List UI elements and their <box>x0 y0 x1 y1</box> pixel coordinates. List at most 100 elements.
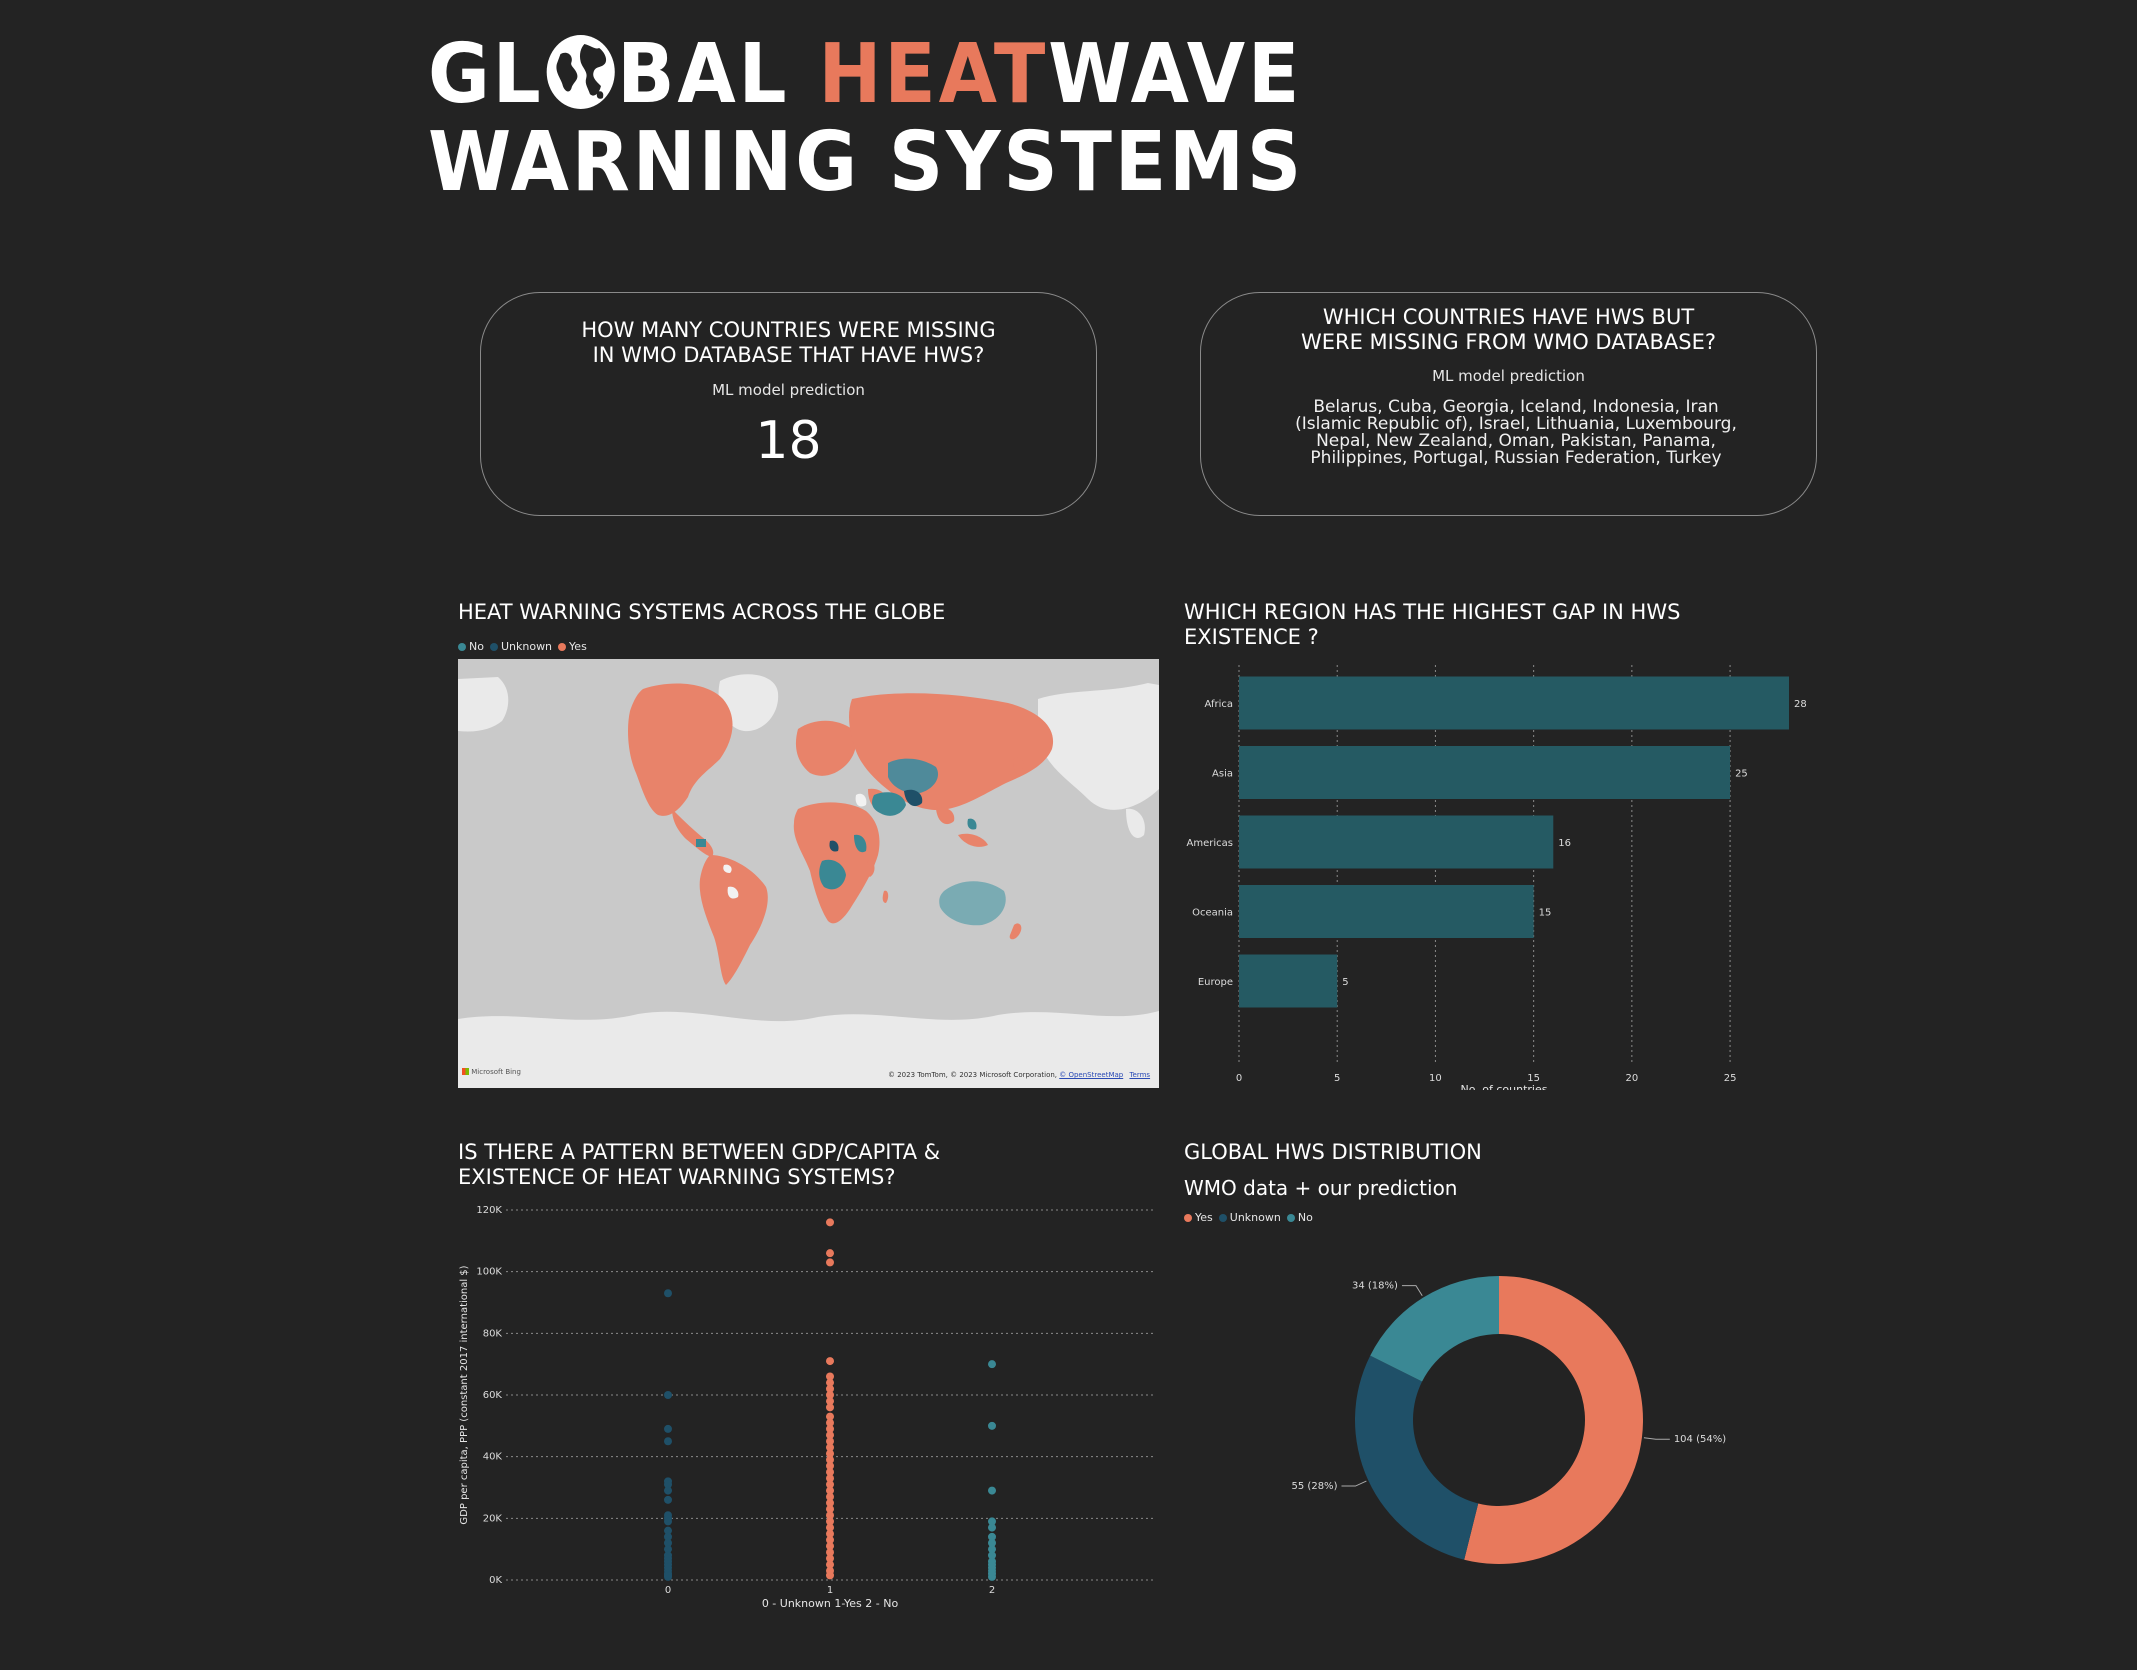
scatter-point <box>826 1443 834 1452</box>
map-logo: Microsoft Bing <box>462 1068 521 1076</box>
scatter-point <box>988 1421 996 1430</box>
scatter-point <box>988 1517 996 1526</box>
scatter-chart-title-line1: IS THERE A PATTERN BETWEEN GDP/CAPITA & <box>458 1140 941 1164</box>
legend-item-unknown[interactable]: Unknown <box>489 640 552 653</box>
scatter-y-tick-label: 100K <box>476 1267 502 1278</box>
scatter-y-tick-label: 40K <box>483 1452 503 1463</box>
legend-label: Yes <box>1195 1211 1213 1224</box>
donut-leader-line <box>1643 1437 1670 1440</box>
kpi-question: HOW MANY COUNTRIES WERE MISSING IN WMO D… <box>581 318 996 367</box>
scatter-point <box>826 1372 834 1381</box>
openstreetmap-link[interactable]: © OpenStreetMap <box>1059 1071 1124 1079</box>
scatter-x-tick-label: 1 <box>827 1585 833 1596</box>
donut-legend: Yes Unknown No <box>1184 1211 1313 1224</box>
scatter-point <box>826 1449 834 1458</box>
bar-x-tick-label: 5 <box>1334 1073 1340 1084</box>
legend-item-yes[interactable]: Yes <box>558 640 587 653</box>
legend-dot <box>1218 1213 1227 1222</box>
scatter-point <box>826 1455 834 1464</box>
scatter-point <box>826 1492 834 1501</box>
scatter-point <box>826 1535 834 1544</box>
legend-label: No <box>469 640 484 653</box>
scatter-point <box>664 1572 672 1581</box>
title-text-wave: WAVE <box>1048 27 1303 122</box>
map-attribution-text: © 2023 TomTom, © 2023 Microsoft Corporat… <box>888 1071 1058 1079</box>
scatter-point <box>664 1486 672 1495</box>
scatter-point <box>826 1505 834 1514</box>
scatter-x-axis-label: 0 - Unknown 1-Yes 2 - No <box>762 1597 899 1610</box>
scatter-point <box>988 1486 996 1495</box>
scatter-point <box>826 1560 834 1569</box>
scatter-point <box>664 1539 672 1547</box>
legend-item-no[interactable]: No <box>1286 1211 1313 1224</box>
dashboard-title-line1: GL BAL HEATWAVE <box>428 32 1302 128</box>
donut-chart-title: GLOBAL HWS DISTRIBUTION <box>1184 1140 1482 1164</box>
bar-data-label: 5 <box>1342 977 1348 988</box>
donut-data-label: 34 (18%) <box>1352 1281 1398 1292</box>
legend-item-unknown[interactable]: Unknown <box>1218 1211 1281 1224</box>
scatter-point <box>826 1542 834 1551</box>
scatter-point <box>826 1498 834 1507</box>
scatter-point <box>664 1289 672 1298</box>
bar-x-tick-label: 10 <box>1429 1073 1442 1084</box>
bar-x-tick-label: 15 <box>1527 1073 1540 1084</box>
donut-chart-subtitle: WMO data + our prediction <box>1184 1176 1458 1200</box>
bar-category-label: Americas <box>1187 838 1233 849</box>
kpi-country-list: Belarus, Cuba, Georgia, Iceland, Indones… <box>1295 397 1737 468</box>
scatter-point <box>988 1545 996 1554</box>
scatter-point <box>988 1551 996 1560</box>
scatter-point <box>664 1517 672 1526</box>
map-legend: No Unknown Yes <box>458 640 587 653</box>
scatter-chart-title: IS THERE A PATTERN BETWEEN GDP/CAPITA & … <box>458 1140 940 1190</box>
bar-africa <box>1239 676 1789 730</box>
scatter-point <box>826 1249 834 1258</box>
scatter-point <box>988 1523 996 1532</box>
scatter-point <box>988 1539 996 1547</box>
bar-chart-title-line2: EXISTENCE ? <box>1184 625 1319 649</box>
kpi-question: WHICH COUNTRIES HAVE HWS BUT WERE MISSIN… <box>1300 305 1717 354</box>
dashboard-title-line2: WARNING SYSTEMS <box>428 115 1304 210</box>
bar-data-label: 16 <box>1558 838 1571 849</box>
bar-chart[interactable]: 0 5 10 15 20 25 Africa 28 Asia 25 Americas 16 Oceani… <box>1184 665 1824 1090</box>
donut-leader-line <box>1401 1285 1423 1297</box>
map-terms-link[interactable]: Terms <box>1129 1071 1151 1079</box>
scatter-point <box>664 1424 672 1433</box>
scatter-point <box>826 1431 834 1440</box>
bar-oceania <box>1239 885 1534 938</box>
title-text-bal: BAL <box>617 27 819 122</box>
scatter-point <box>826 1523 834 1532</box>
scatter-chart[interactable]: 0K 20K 40K 60K 80K 100K 120K 0 1 2 0 - Unknown 1-Y… <box>456 1200 1166 1620</box>
scatter-point <box>826 1403 834 1412</box>
map-attribution: © 2023 TomTom, © 2023 Microsoft Corporat… <box>888 1071 1150 1079</box>
scatter-point <box>826 1384 834 1393</box>
scatter-point <box>826 1391 834 1399</box>
scatter-point <box>826 1461 834 1470</box>
scatter-point <box>826 1571 834 1580</box>
map-title: HEAT WARNING SYSTEMS ACROSS THE GLOBE <box>458 600 946 624</box>
map-logo-text: Microsoft Bing <box>471 1068 521 1076</box>
scatter-x-tick-label: 2 <box>989 1585 995 1596</box>
bar-data-label: 25 <box>1735 769 1748 780</box>
scatter-point <box>664 1391 672 1399</box>
bar-category-label: Africa <box>1204 699 1233 710</box>
scatter-point <box>664 1545 672 1554</box>
donut-data-label: 55 (28%) <box>1292 1481 1338 1492</box>
title-text-heat: HEAT <box>818 27 1049 122</box>
legend-item-yes[interactable]: Yes <box>1184 1211 1213 1224</box>
scatter-point <box>826 1424 834 1433</box>
donut-chart[interactable]: 104 (54%) 55 (28%) 34 (18%) <box>1184 1240 1824 1600</box>
scatter-point <box>664 1532 672 1541</box>
kpi-subtitle: ML model prediction <box>712 381 865 399</box>
legend-item-no[interactable]: No <box>458 640 484 653</box>
donut-data-label: 104 (54%) <box>1674 1434 1726 1445</box>
scatter-y-axis-label: GDP per capita, PPP (constant 2017 inter… <box>459 1265 470 1524</box>
legend-dot <box>1286 1213 1295 1222</box>
scatter-point <box>664 1480 672 1489</box>
bar-x-tick-label: 20 <box>1625 1073 1638 1084</box>
world-map[interactable]: Microsoft Bing © 2023 TomTom, © 2023 Mic… <box>458 659 1159 1088</box>
legend-label: Unknown <box>1229 1211 1281 1224</box>
scatter-point <box>988 1572 996 1581</box>
legend-dot <box>458 642 466 651</box>
scatter-point <box>826 1511 834 1520</box>
scatter-point <box>664 1437 672 1446</box>
